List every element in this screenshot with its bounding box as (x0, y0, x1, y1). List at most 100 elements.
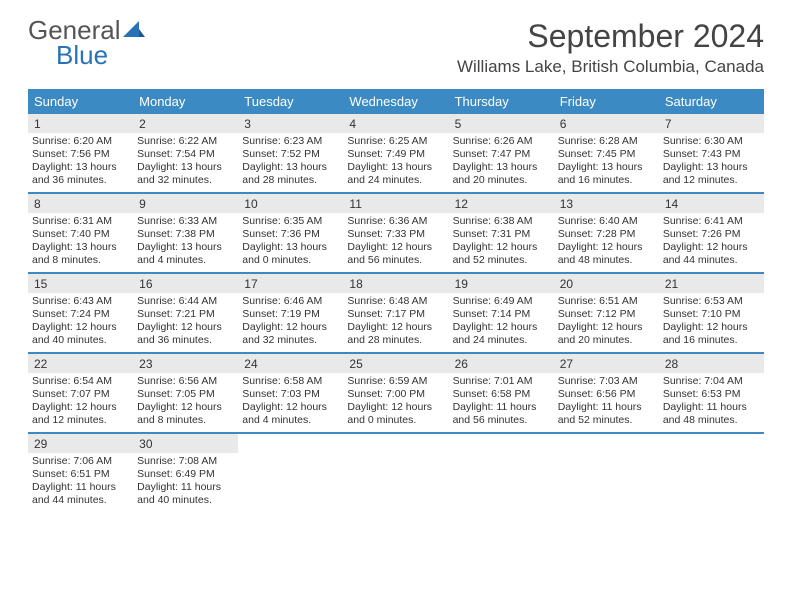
day-number: 7 (659, 114, 764, 133)
day-cell: 16Sunrise: 6:44 AMSunset: 7:21 PMDayligh… (133, 274, 238, 352)
sunset-text: Sunset: 7:43 PM (663, 148, 760, 161)
sunset-text: Sunset: 7:21 PM (137, 308, 234, 321)
sunrise-text: Sunrise: 6:48 AM (347, 295, 444, 308)
daylight-text: Daylight: 12 hours and 52 minutes. (453, 241, 550, 267)
sunset-text: Sunset: 6:58 PM (453, 388, 550, 401)
day-number: 4 (343, 114, 448, 133)
weekday-header: Saturday (659, 89, 764, 114)
day-body: Sunrise: 6:49 AMSunset: 7:14 PMDaylight:… (449, 293, 554, 352)
weekday-header: Thursday (449, 89, 554, 114)
sunset-text: Sunset: 7:54 PM (137, 148, 234, 161)
day-cell: 26Sunrise: 7:01 AMSunset: 6:58 PMDayligh… (449, 354, 554, 432)
day-number: 27 (554, 354, 659, 373)
day-number: 8 (28, 194, 133, 213)
sunrise-text: Sunrise: 6:44 AM (137, 295, 234, 308)
sunrise-text: Sunrise: 7:01 AM (453, 375, 550, 388)
day-body: Sunrise: 6:53 AMSunset: 7:10 PMDaylight:… (659, 293, 764, 352)
daylight-text: Daylight: 12 hours and 56 minutes. (347, 241, 444, 267)
daylight-text: Daylight: 13 hours and 24 minutes. (347, 161, 444, 187)
daylight-text: Daylight: 13 hours and 20 minutes. (453, 161, 550, 187)
day-cell: 18Sunrise: 6:48 AMSunset: 7:17 PMDayligh… (343, 274, 448, 352)
sunrise-text: Sunrise: 6:41 AM (663, 215, 760, 228)
day-body: Sunrise: 7:08 AMSunset: 6:49 PMDaylight:… (133, 453, 238, 512)
day-number: 19 (449, 274, 554, 293)
sunset-text: Sunset: 7:28 PM (558, 228, 655, 241)
day-cell: 22Sunrise: 6:54 AMSunset: 7:07 PMDayligh… (28, 354, 133, 432)
sunset-text: Sunset: 7:52 PM (242, 148, 339, 161)
day-body: Sunrise: 6:40 AMSunset: 7:28 PMDaylight:… (554, 213, 659, 272)
sunrise-text: Sunrise: 6:20 AM (32, 135, 129, 148)
day-cell: 20Sunrise: 6:51 AMSunset: 7:12 PMDayligh… (554, 274, 659, 352)
day-body: Sunrise: 6:48 AMSunset: 7:17 PMDaylight:… (343, 293, 448, 352)
day-number: 15 (28, 274, 133, 293)
daylight-text: Daylight: 12 hours and 8 minutes. (137, 401, 234, 427)
day-cell: 14Sunrise: 6:41 AMSunset: 7:26 PMDayligh… (659, 194, 764, 272)
day-body: Sunrise: 7:04 AMSunset: 6:53 PMDaylight:… (659, 373, 764, 432)
day-body: Sunrise: 7:01 AMSunset: 6:58 PMDaylight:… (449, 373, 554, 432)
day-cell: 10Sunrise: 6:35 AMSunset: 7:36 PMDayligh… (238, 194, 343, 272)
day-cell: 17Sunrise: 6:46 AMSunset: 7:19 PMDayligh… (238, 274, 343, 352)
day-number: 13 (554, 194, 659, 213)
weekday-header-row: SundayMondayTuesdayWednesdayThursdayFrid… (28, 89, 764, 114)
daylight-text: Daylight: 11 hours and 56 minutes. (453, 401, 550, 427)
day-cell (554, 434, 659, 512)
sunrise-text: Sunrise: 6:22 AM (137, 135, 234, 148)
day-cell: 13Sunrise: 6:40 AMSunset: 7:28 PMDayligh… (554, 194, 659, 272)
day-body: Sunrise: 6:26 AMSunset: 7:47 PMDaylight:… (449, 133, 554, 192)
sunset-text: Sunset: 7:17 PM (347, 308, 444, 321)
daylight-text: Daylight: 13 hours and 8 minutes. (32, 241, 129, 267)
day-cell: 19Sunrise: 6:49 AMSunset: 7:14 PMDayligh… (449, 274, 554, 352)
sunrise-text: Sunrise: 7:03 AM (558, 375, 655, 388)
sunset-text: Sunset: 7:36 PM (242, 228, 339, 241)
sunrise-text: Sunrise: 6:53 AM (663, 295, 760, 308)
day-cell: 2Sunrise: 6:22 AMSunset: 7:54 PMDaylight… (133, 114, 238, 192)
logo-sail-icon (123, 21, 145, 39)
day-body: Sunrise: 6:58 AMSunset: 7:03 PMDaylight:… (238, 373, 343, 432)
day-cell: 25Sunrise: 6:59 AMSunset: 7:00 PMDayligh… (343, 354, 448, 432)
day-body: Sunrise: 6:44 AMSunset: 7:21 PMDaylight:… (133, 293, 238, 352)
daylight-text: Daylight: 12 hours and 32 minutes. (242, 321, 339, 347)
daylight-text: Daylight: 13 hours and 0 minutes. (242, 241, 339, 267)
daylight-text: Daylight: 12 hours and 28 minutes. (347, 321, 444, 347)
daylight-text: Daylight: 12 hours and 12 minutes. (32, 401, 129, 427)
day-body: Sunrise: 6:31 AMSunset: 7:40 PMDaylight:… (28, 213, 133, 272)
sunset-text: Sunset: 7:33 PM (347, 228, 444, 241)
sunrise-text: Sunrise: 6:40 AM (558, 215, 655, 228)
day-cell: 9Sunrise: 6:33 AMSunset: 7:38 PMDaylight… (133, 194, 238, 272)
logo-word2: Blue (56, 43, 145, 68)
daylight-text: Daylight: 12 hours and 4 minutes. (242, 401, 339, 427)
day-cell: 11Sunrise: 6:36 AMSunset: 7:33 PMDayligh… (343, 194, 448, 272)
daylight-text: Daylight: 12 hours and 36 minutes. (137, 321, 234, 347)
day-body: Sunrise: 6:36 AMSunset: 7:33 PMDaylight:… (343, 213, 448, 272)
day-body: Sunrise: 6:46 AMSunset: 7:19 PMDaylight:… (238, 293, 343, 352)
sunrise-text: Sunrise: 7:04 AM (663, 375, 760, 388)
sunset-text: Sunset: 7:47 PM (453, 148, 550, 161)
sunset-text: Sunset: 7:14 PM (453, 308, 550, 321)
day-body: Sunrise: 6:33 AMSunset: 7:38 PMDaylight:… (133, 213, 238, 272)
day-body: Sunrise: 6:54 AMSunset: 7:07 PMDaylight:… (28, 373, 133, 432)
day-body: Sunrise: 6:43 AMSunset: 7:24 PMDaylight:… (28, 293, 133, 352)
sunset-text: Sunset: 7:24 PM (32, 308, 129, 321)
daylight-text: Daylight: 11 hours and 48 minutes. (663, 401, 760, 427)
sunset-text: Sunset: 7:38 PM (137, 228, 234, 241)
day-body: Sunrise: 7:06 AMSunset: 6:51 PMDaylight:… (28, 453, 133, 512)
day-cell: 3Sunrise: 6:23 AMSunset: 7:52 PMDaylight… (238, 114, 343, 192)
day-cell: 5Sunrise: 6:26 AMSunset: 7:47 PMDaylight… (449, 114, 554, 192)
sunrise-text: Sunrise: 6:46 AM (242, 295, 339, 308)
day-cell: 23Sunrise: 6:56 AMSunset: 7:05 PMDayligh… (133, 354, 238, 432)
day-body: Sunrise: 6:22 AMSunset: 7:54 PMDaylight:… (133, 133, 238, 192)
day-cell (238, 434, 343, 512)
day-number: 1 (28, 114, 133, 133)
day-cell: 4Sunrise: 6:25 AMSunset: 7:49 PMDaylight… (343, 114, 448, 192)
sunrise-text: Sunrise: 6:38 AM (453, 215, 550, 228)
daylight-text: Daylight: 11 hours and 40 minutes. (137, 481, 234, 507)
day-body: Sunrise: 6:25 AMSunset: 7:49 PMDaylight:… (343, 133, 448, 192)
sunrise-text: Sunrise: 7:08 AM (137, 455, 234, 468)
daylight-text: Daylight: 11 hours and 52 minutes. (558, 401, 655, 427)
sunrise-text: Sunrise: 6:31 AM (32, 215, 129, 228)
sunset-text: Sunset: 7:05 PM (137, 388, 234, 401)
daylight-text: Daylight: 13 hours and 32 minutes. (137, 161, 234, 187)
sunset-text: Sunset: 7:49 PM (347, 148, 444, 161)
day-cell (659, 434, 764, 512)
week-row: 15Sunrise: 6:43 AMSunset: 7:24 PMDayligh… (28, 274, 764, 354)
